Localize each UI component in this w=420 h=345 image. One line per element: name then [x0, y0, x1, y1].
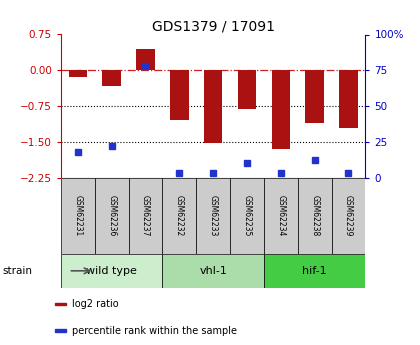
- Bar: [230, 178, 264, 254]
- Text: log2 ratio: log2 ratio: [72, 299, 119, 309]
- Text: hif-1: hif-1: [302, 266, 327, 276]
- Bar: [55, 329, 66, 332]
- Text: strain: strain: [2, 266, 32, 276]
- Bar: [271, 70, 290, 149]
- Bar: [95, 178, 129, 254]
- Title: GDS1379 / 17091: GDS1379 / 17091: [152, 19, 275, 33]
- Bar: [163, 254, 264, 288]
- Bar: [298, 178, 331, 254]
- Bar: [68, 70, 87, 77]
- Text: GSM62239: GSM62239: [344, 195, 353, 236]
- Text: GSM62232: GSM62232: [175, 195, 184, 236]
- Bar: [264, 178, 298, 254]
- Text: GSM62234: GSM62234: [276, 195, 285, 236]
- Bar: [129, 178, 163, 254]
- Text: GSM62237: GSM62237: [141, 195, 150, 236]
- Bar: [196, 178, 230, 254]
- Text: GSM62233: GSM62233: [209, 195, 218, 236]
- Bar: [61, 254, 163, 288]
- Text: vhl-1: vhl-1: [199, 266, 227, 276]
- Bar: [264, 254, 365, 288]
- Text: percentile rank within the sample: percentile rank within the sample: [72, 326, 237, 336]
- Bar: [61, 178, 95, 254]
- Text: GSM62236: GSM62236: [107, 195, 116, 236]
- Bar: [331, 178, 365, 254]
- Bar: [55, 303, 66, 305]
- Bar: [102, 70, 121, 86]
- Bar: [204, 70, 223, 143]
- Text: GSM62231: GSM62231: [74, 195, 82, 236]
- Text: GSM62238: GSM62238: [310, 195, 319, 236]
- Bar: [163, 178, 196, 254]
- Bar: [170, 70, 189, 120]
- Bar: [339, 70, 358, 128]
- Bar: [136, 49, 155, 70]
- Text: wild type: wild type: [86, 266, 137, 276]
- Text: GSM62235: GSM62235: [242, 195, 252, 236]
- Bar: [305, 70, 324, 123]
- Bar: [238, 70, 256, 109]
